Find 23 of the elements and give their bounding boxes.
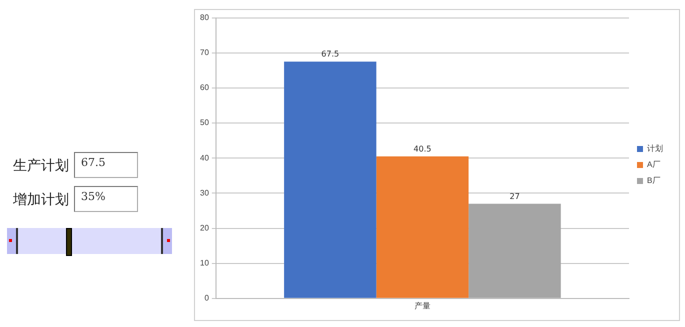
y-tick-label: 40 [200,153,210,162]
data-label: 67.5 [321,50,340,59]
bar [284,62,376,298]
bar [376,156,469,298]
text: 增加计划 [13,191,69,209]
y-tick-label: 80 [200,13,210,22]
y-tick-label: 60 [200,83,210,92]
y-tick-label: 0 [204,294,210,303]
y-tick-label: 50 [200,118,210,128]
bar [468,204,561,298]
text: 35% [74,186,138,212]
data-label: 40.5 [414,144,432,154]
y-tick-label: 10 [200,258,210,268]
legend-label: B厂 [647,176,660,186]
y-tick-label: 70 [200,48,210,58]
legend-label: A厂 [647,160,660,170]
y-tick-label: 30 [200,188,210,198]
text: 生产计划 [13,157,69,175]
x-tick-label: 产量 [414,301,430,310]
legend-label: 计划 [647,144,663,154]
data-label: 27 [510,192,520,201]
text: 67.5 [74,152,138,178]
y-tick-label: 20 [200,223,210,232]
